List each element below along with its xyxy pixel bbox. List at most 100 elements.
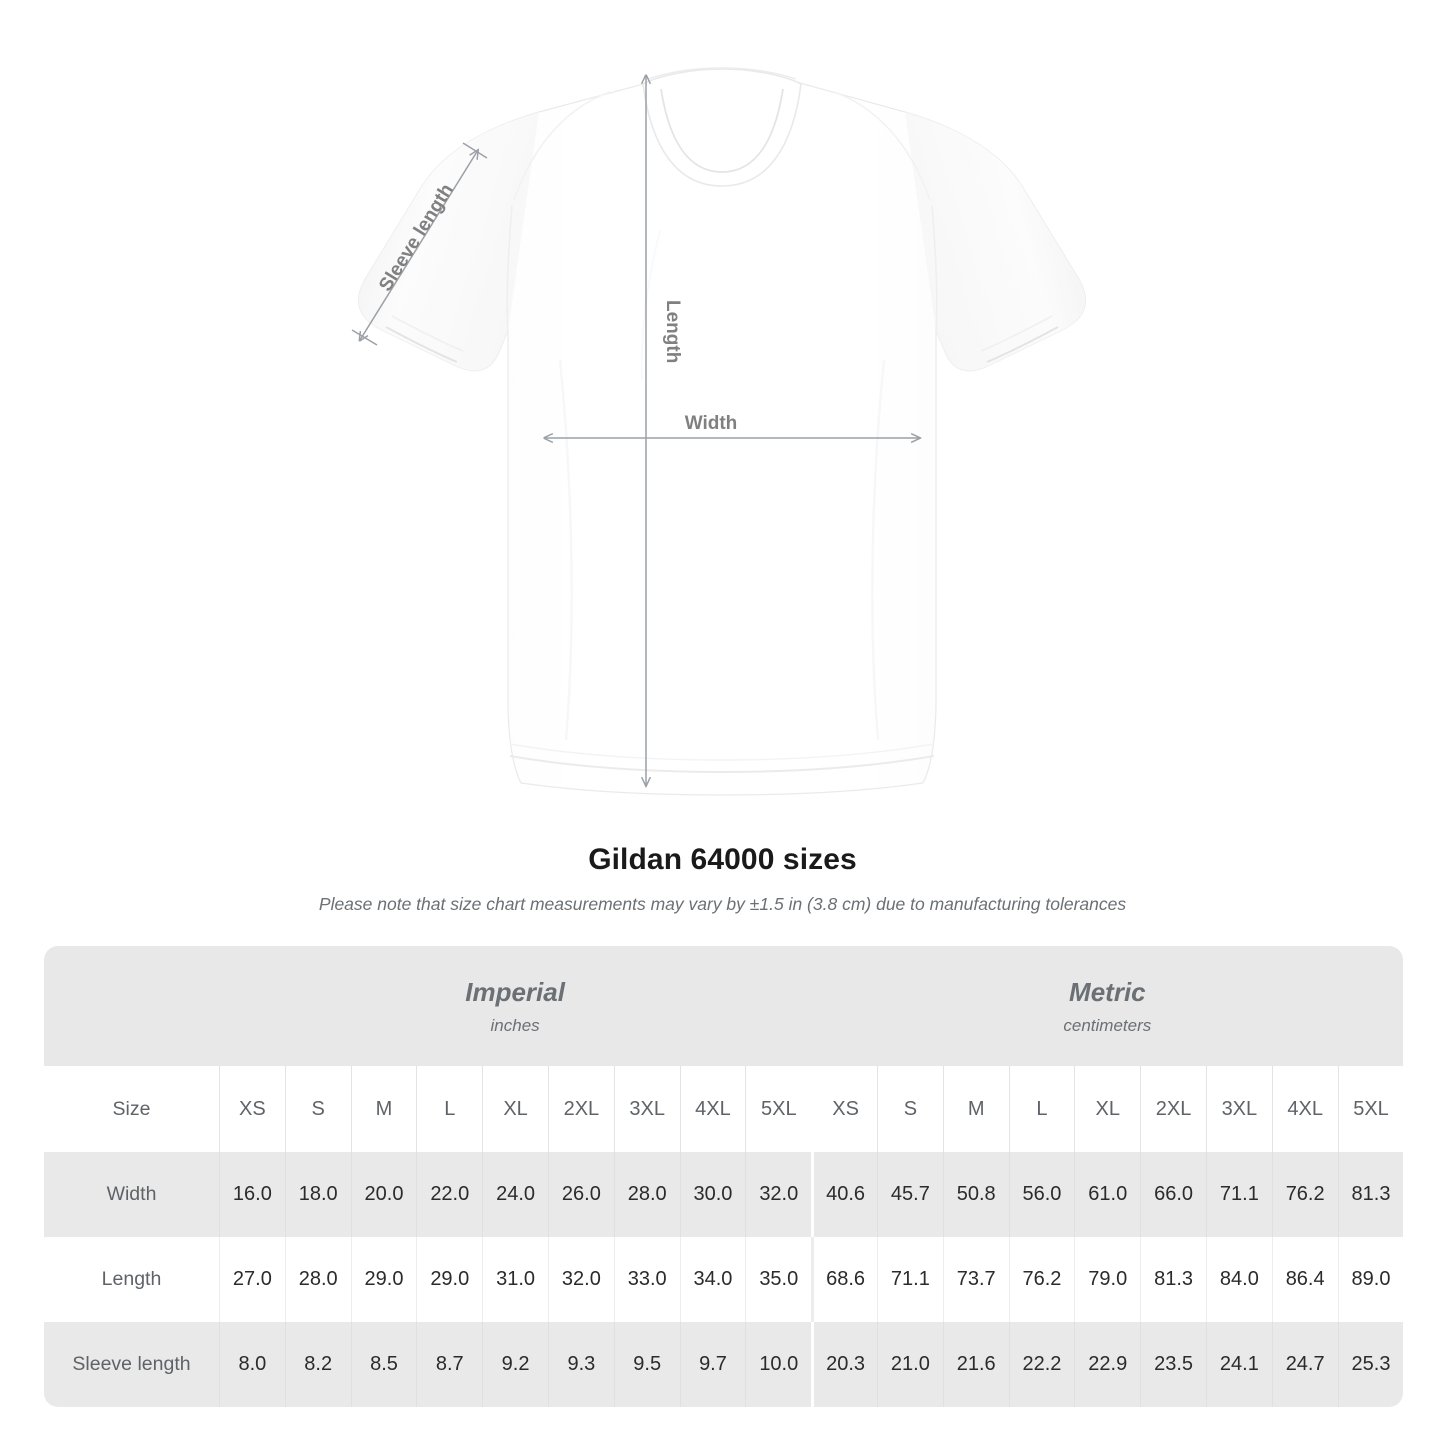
cell-width-metric-4xl: 76.2 [1271,1152,1338,1237]
cell-sleeve-metric-2xl: 23.5 [1140,1322,1206,1407]
page-title: Gildan 64000 sizes [588,843,857,876]
cell-length-metric-5xl: 89.0 [1337,1237,1404,1322]
size-header-metric-s: S [876,1066,943,1152]
size-header-imperial-2xl: 2XL [547,1066,614,1152]
cell-length-metric-s: 71.1 [876,1237,943,1322]
tolerance-note: Please note that size chart measurements… [318,894,1127,914]
size-header-metric-2xl: 2XL [1140,1066,1206,1152]
cell-length-imperial-xl: 31.0 [482,1237,548,1322]
unit-sub-imperial: inches [490,1016,540,1035]
unit-header-row: Imperial inches Metric centimeters [44,946,1404,1066]
size-header-metric-5xl: 5XL [1337,1066,1404,1152]
cell-sleeve-imperial-m: 8.5 [350,1322,417,1407]
size-header-metric-l: L [1008,1066,1075,1152]
unit-spacer-cell [44,946,219,1066]
tshirt-measurement-diagram: Length Width Sleeve length [351,67,1086,796]
cell-width-imperial-m: 20.0 [350,1152,417,1237]
size-chart-table-wrapper: Imperial inches Metric centimeters Size … [44,946,1404,1407]
cell-length-imperial-m: 29.0 [350,1237,417,1322]
unit-sub-metric: centimeters [1063,1016,1152,1035]
cell-sleeve-metric-5xl: 25.3 [1337,1322,1404,1407]
unit-cell-metric: Metric centimeters [811,946,1404,1066]
cell-sleeve-metric-xs: 20.3 [811,1322,877,1407]
cell-length-imperial-2xl: 32.0 [547,1237,614,1322]
length-label: Length [662,300,683,363]
size-header-imperial-xl: XL [482,1066,548,1152]
cell-sleeve-imperial-4xl: 9.7 [679,1322,746,1407]
cell-length-imperial-4xl: 34.0 [679,1237,746,1322]
cell-length-metric-m: 73.7 [942,1237,1009,1322]
cell-sleeve-metric-l: 22.2 [1008,1322,1075,1407]
cell-width-metric-l: 56.0 [1008,1152,1075,1237]
cell-sleeve-imperial-xl: 9.2 [482,1322,548,1407]
cell-sleeve-metric-s: 21.0 [876,1322,943,1407]
size-header-imperial-s: S [284,1066,351,1152]
size-header-metric-4xl: 4XL [1271,1066,1338,1152]
size-header-imperial-5xl: 5XL [745,1066,812,1152]
cell-width-metric-xs: 40.6 [811,1152,877,1237]
sleeve-length-arrow [360,150,478,340]
cell-length-metric-3xl: 84.0 [1205,1237,1272,1322]
cell-length-metric-4xl: 86.4 [1271,1237,1338,1322]
length-dimension: Length [646,76,683,786]
width-dimension: Width [545,413,920,438]
cell-length-imperial-l: 29.0 [416,1237,483,1322]
cell-length-metric-2xl: 81.3 [1140,1237,1206,1322]
cell-width-metric-s: 45.7 [876,1152,943,1237]
cell-length-metric-l: 76.2 [1008,1237,1075,1322]
table-row-width: Width 16.0 18.0 20.0 22.0 24.0 26.0 28.0… [44,1152,1404,1237]
row-label-length: Length [44,1237,219,1322]
cell-sleeve-imperial-s: 8.2 [284,1322,351,1407]
cell-width-imperial-2xl: 26.0 [547,1152,614,1237]
row-label-size: Size [44,1066,219,1152]
unit-cell-imperial: Imperial inches [219,946,812,1066]
cell-width-metric-3xl: 71.1 [1205,1152,1272,1237]
table-row-length: Length 27.0 28.0 29.0 29.0 31.0 32.0 33.… [44,1237,1404,1322]
unit-name-metric: Metric [1069,977,1146,1007]
width-label: Width [685,413,738,434]
cell-sleeve-metric-3xl: 24.1 [1205,1322,1272,1407]
cell-length-imperial-3xl: 33.0 [613,1237,680,1322]
cell-sleeve-metric-4xl: 24.7 [1271,1322,1338,1407]
size-header-metric-xs: XS [811,1066,877,1152]
size-chart-table: Imperial inches Metric centimeters Size … [44,946,1404,1407]
cell-width-imperial-xl: 24.0 [482,1152,548,1237]
row-label-width: Width [44,1152,219,1237]
cell-width-metric-m: 50.8 [942,1152,1009,1237]
unit-name-imperial: Imperial [465,977,565,1007]
cell-width-imperial-3xl: 28.0 [613,1152,680,1237]
title-block: Gildan 64000 sizes Please note that size… [0,840,1445,916]
cell-length-imperial-5xl: 35.0 [745,1237,812,1322]
cell-width-imperial-5xl: 32.0 [745,1152,812,1237]
table-row-sleeve-length: Sleeve length 8.0 8.2 8.5 8.7 9.2 9.3 9.… [44,1322,1404,1407]
cell-width-metric-5xl: 81.3 [1337,1152,1404,1237]
size-header-imperial-m: M [350,1066,417,1152]
size-header-row: Size XS S M L XL 2XL 3XL 4XL 5XL XS S M … [44,1066,1404,1152]
cell-length-imperial-xs: 27.0 [219,1237,285,1322]
size-header-imperial-4xl: 4XL [679,1066,746,1152]
cell-sleeve-imperial-xs: 8.0 [219,1322,285,1407]
cell-length-metric-xl: 79.0 [1074,1237,1141,1322]
row-label-sleeve-length: Sleeve length [44,1322,219,1407]
cell-sleeve-metric-m: 21.6 [942,1322,1009,1407]
cell-width-imperial-s: 18.0 [284,1152,351,1237]
cell-width-imperial-4xl: 30.0 [679,1152,746,1237]
cell-sleeve-imperial-l: 8.7 [416,1322,483,1407]
cell-width-metric-2xl: 66.0 [1140,1152,1206,1237]
size-header-imperial-xs: XS [219,1066,285,1152]
cell-width-imperial-l: 22.0 [416,1152,483,1237]
size-header-metric-3xl: 3XL [1205,1066,1272,1152]
size-header-imperial-l: L [416,1066,483,1152]
cell-sleeve-metric-xl: 22.9 [1074,1322,1141,1407]
size-header-imperial-3xl: 3XL [613,1066,680,1152]
cell-length-imperial-s: 28.0 [284,1237,351,1322]
cell-length-metric-xs: 68.6 [811,1237,877,1322]
cell-sleeve-imperial-5xl: 10.0 [745,1322,812,1407]
cell-width-metric-xl: 61.0 [1074,1152,1141,1237]
cell-width-imperial-xs: 16.0 [219,1152,285,1237]
cell-sleeve-imperial-3xl: 9.5 [613,1322,680,1407]
size-header-metric-xl: XL [1074,1066,1141,1152]
size-header-metric-m: M [942,1066,1009,1152]
cell-sleeve-imperial-2xl: 9.3 [547,1322,614,1407]
